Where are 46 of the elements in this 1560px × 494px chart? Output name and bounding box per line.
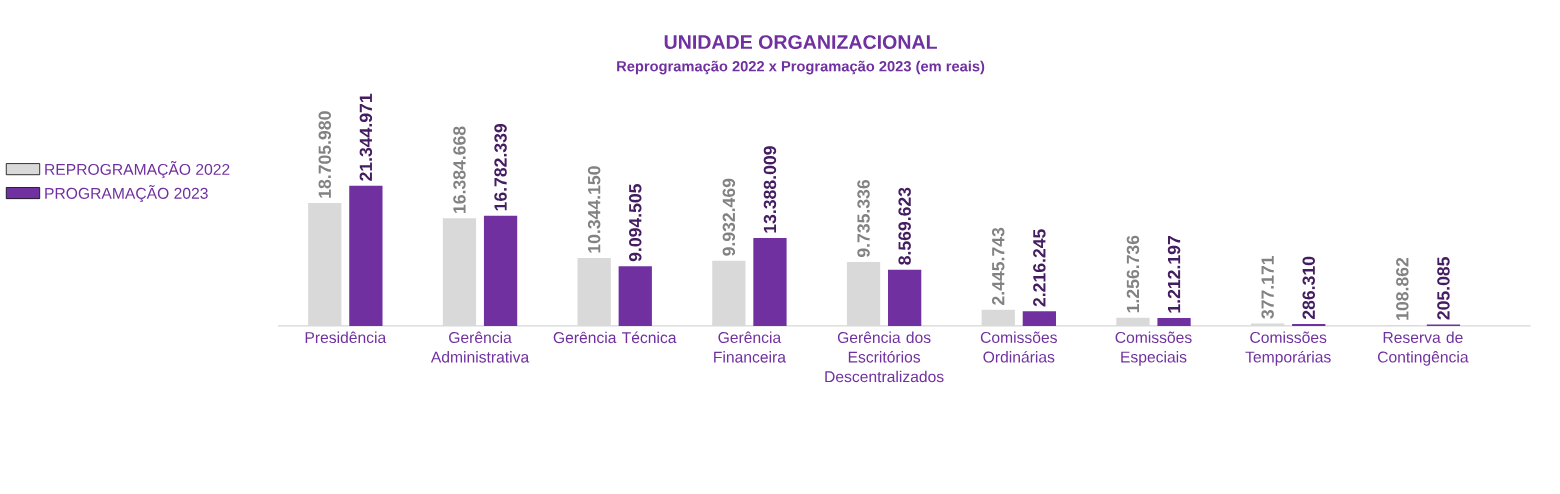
bar — [753, 237, 787, 326]
bar — [349, 185, 383, 326]
data-label: 205.085 — [1437, 256, 1450, 320]
data-label: 2.445.743 — [991, 227, 1005, 305]
x-tick-label: Presidência — [305, 331, 387, 343]
data-label: 16.384.668 — [453, 126, 466, 213]
bar — [442, 218, 477, 326]
bar — [1251, 323, 1285, 326]
data-label: 108.862 — [1396, 257, 1409, 320]
bar — [308, 203, 342, 326]
x-tick-label: Comissões Especiais — [1115, 331, 1192, 366]
data-label: 9.094.505 — [629, 183, 642, 262]
data-label: 9.735.336 — [857, 179, 870, 257]
x-tick-label: Gerência Administrativa — [430, 331, 530, 363]
data-label: 377.171 — [1261, 255, 1274, 319]
data-label: 2.216.245 — [1033, 229, 1046, 307]
bar — [712, 260, 746, 326]
bar — [1116, 317, 1150, 326]
x-tick-label: Comissões Temporárias — [1245, 331, 1331, 366]
x-tick-label: Gerência dos Escritórios Descentralizados — [825, 331, 944, 383]
x-tick-label: Gerência Financeira — [714, 331, 786, 363]
bar — [1022, 311, 1056, 326]
x-tick-label: Comissões Ordinárias — [980, 331, 1057, 363]
data-label: 18.705.980 — [318, 111, 332, 198]
data-label: 21.344.971 — [359, 93, 373, 181]
bar — [1157, 317, 1191, 326]
bar — [618, 266, 652, 326]
bar — [888, 269, 922, 326]
bar — [483, 215, 518, 326]
data-label: 286.310 — [1302, 256, 1315, 319]
data-label: 9.932.469 — [722, 178, 736, 256]
data-label: 1.212.197 — [1167, 235, 1181, 313]
bar — [846, 261, 881, 326]
bar — [981, 309, 1015, 326]
data-label: 16.782.339 — [494, 123, 507, 211]
x-tick-label: Gerência Técnica — [553, 331, 677, 344]
data-label: 1.256.736 — [1126, 235, 1140, 313]
data-label: 13.388.009 — [763, 146, 777, 233]
chart-title: UNIDADE ORGANIZACIONAL — [664, 35, 937, 49]
bar — [577, 257, 611, 326]
chart-subtitle: Reprogramação 2022 x Programação 2023 (em reais) — [617, 60, 985, 75]
data-label: 8.569.623 — [898, 187, 911, 265]
legend-label: PROGRAMAÇÃO 2023 — [45, 184, 208, 202]
x-tick-label: Reserva de Contingência — [1377, 331, 1469, 366]
legend-label: REPROGRAMAÇÃO 2022 — [45, 160, 230, 179]
data-label: 10.344.150 — [587, 166, 601, 253]
